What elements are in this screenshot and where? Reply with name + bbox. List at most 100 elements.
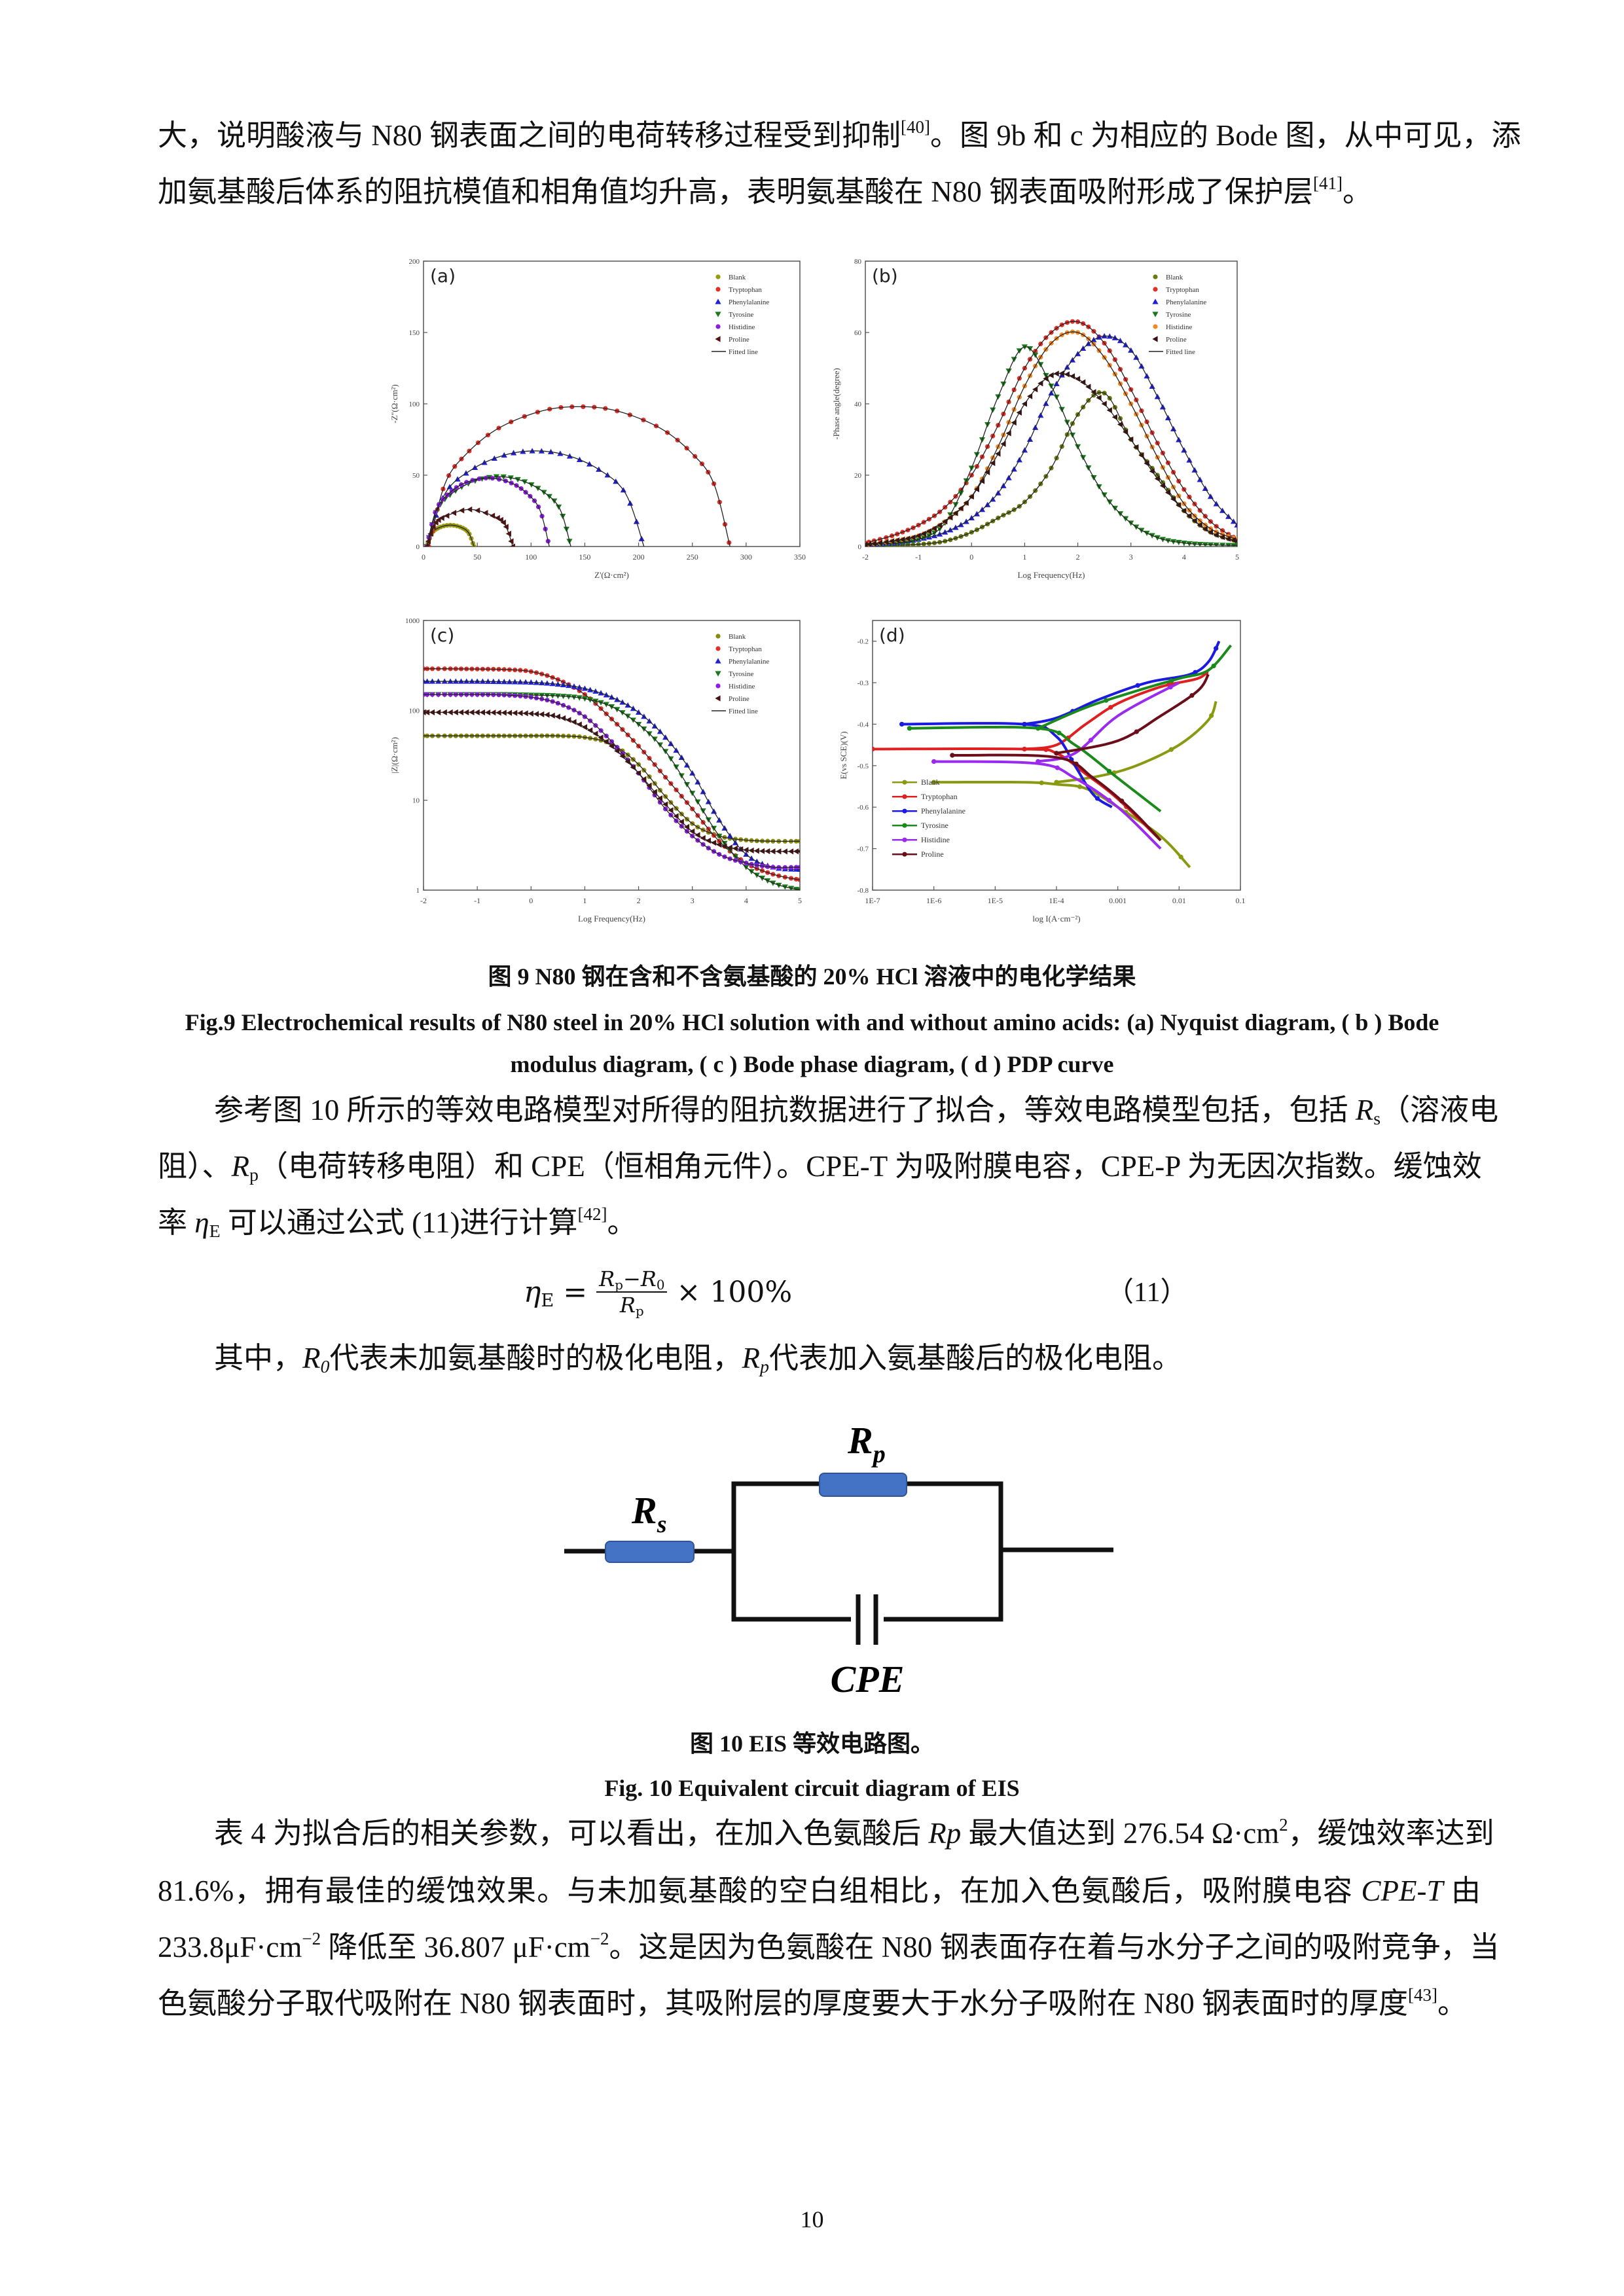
data-point-marker xyxy=(1214,646,1219,651)
fitted-line xyxy=(424,694,800,890)
legend-label: Histidine xyxy=(729,323,755,331)
x-tick-label: 0 xyxy=(969,552,973,562)
text: 代表加入氨基酸后的极化电阻。 xyxy=(768,1342,1182,1374)
rs-symbol: R xyxy=(631,1489,657,1532)
cpe-label: CPE xyxy=(831,1658,905,1700)
y-tick-label: -0.3 xyxy=(857,679,869,687)
fitted-line xyxy=(865,331,1237,545)
series-tyrosine xyxy=(865,344,1237,547)
paragraph-4-line-3: 233.8μF·cm−2 降低至 36.807 μF·cm−2。这是因为色氨酸在… xyxy=(158,1928,1499,1967)
x-tick-label: 0.01 xyxy=(1172,896,1186,905)
legend-label: Blank xyxy=(729,274,746,281)
superscript: −2 xyxy=(590,1929,609,1949)
legend-marker xyxy=(715,683,721,689)
data-point-marker xyxy=(1234,539,1237,543)
fitted-line xyxy=(424,735,800,842)
text: ，缓蚀效率达到 xyxy=(1288,1817,1494,1850)
x-tick-label: 2 xyxy=(637,896,641,905)
series-tyrosine xyxy=(907,644,1233,813)
legend-marker xyxy=(715,671,721,677)
text: 由 xyxy=(1443,1874,1481,1907)
y-tick-label: 1000 xyxy=(405,617,420,625)
x-tick-label: 4 xyxy=(1182,552,1186,562)
x-tick-label: 1 xyxy=(583,896,586,905)
y-tick-label: -0.5 xyxy=(857,762,869,770)
text: （电荷转移电阻）和 CPE（恒相角元件）。CPE-T 为吸附膜电容，CPE-P … xyxy=(258,1150,1482,1183)
y-tick-label: 10 xyxy=(412,797,420,805)
legend-label: Histidine xyxy=(1166,323,1192,331)
x-tick-label: 1E-7 xyxy=(865,896,880,905)
x-tick-label: 1E-5 xyxy=(988,896,1003,905)
citation: [41] xyxy=(1313,173,1343,194)
legend-marker xyxy=(902,852,907,857)
paragraph-3: 其中，R0代表未加氨基酸时的极化电阻，Rp代表加入氨基酸后的极化电阻。 xyxy=(214,1338,1481,1378)
paragraph-2-line-3: 率 ηE 可以通过公式 (11)进行计算[42]。 xyxy=(158,1203,1481,1242)
legend-marker xyxy=(715,287,721,292)
subscript: s xyxy=(1373,1108,1381,1129)
rp-label: Rp xyxy=(847,1419,886,1468)
data-point-marker xyxy=(873,746,875,752)
x-axis-label: Log Frequency(Hz) xyxy=(1018,570,1085,580)
legend-marker xyxy=(715,298,721,304)
fitted-line xyxy=(424,681,800,870)
series-phenylalanine xyxy=(424,678,800,872)
symbol: Rp xyxy=(928,1817,962,1850)
y-tick-label: -0.6 xyxy=(857,804,869,812)
figure-9-caption-en-1: Fig.9 Electrochemical results of N80 ste… xyxy=(185,1009,1439,1035)
legend-marker xyxy=(902,808,907,814)
y-tick-label: 50 xyxy=(412,472,420,480)
legend-label: Proline xyxy=(729,336,749,344)
y-tick-label: 20 xyxy=(854,472,862,480)
x-tick-label: -1 xyxy=(915,552,922,562)
text: 率 xyxy=(158,1206,195,1239)
y-axis-label: -Phase angle(degree) xyxy=(831,368,841,439)
legend-marker xyxy=(715,658,721,664)
fitted-line xyxy=(865,321,1237,544)
text: 。图 9b 和 c 为相应的 Bode 图，从中可见，添 xyxy=(929,119,1521,152)
y-tick-label: -0.4 xyxy=(857,721,869,728)
data-point-marker xyxy=(1039,780,1044,785)
x-tick-label: 350 xyxy=(794,552,806,562)
chart-panel-c: -2 -1 0 1 2 3 4 5 1 10 100 1000 Log Frequency(Hz) |Z|… xyxy=(389,617,802,924)
rs-label: Rs xyxy=(631,1489,666,1538)
legend-label: Fitted line xyxy=(729,348,758,356)
legend-label: Blank xyxy=(1166,274,1183,281)
text: 81.6%，拥有最佳的缓蚀效果。与未加氨基酸的空白组相比，在加入色氨酸后，吸附膜… xyxy=(158,1874,1362,1907)
legend-marker xyxy=(715,634,721,639)
y-tick-label: 0 xyxy=(416,543,420,551)
series-proline xyxy=(424,709,800,855)
x-axis-label: log I(A·cm⁻²) xyxy=(1032,914,1080,924)
polarization-curve xyxy=(1024,669,1210,751)
minus: − xyxy=(623,1266,641,1291)
data-point-marker xyxy=(1106,798,1112,803)
polarization-curve xyxy=(933,780,1191,869)
legend-label: Tryptophan xyxy=(921,792,958,801)
data-point-marker xyxy=(1022,721,1027,727)
denominator: Rp xyxy=(620,1293,644,1318)
subscript: 0 xyxy=(320,1356,330,1377)
legend-label: Tyrosine xyxy=(729,311,753,319)
subscript: p xyxy=(615,1277,623,1293)
panel-label: (d) xyxy=(879,624,905,646)
data-point-marker xyxy=(1178,854,1183,859)
series-histidine xyxy=(865,329,1237,547)
legend-label: Tryptophan xyxy=(729,286,762,294)
y-tick-label: -0.8 xyxy=(857,887,869,895)
x-tick-label: 0 xyxy=(529,896,533,905)
legend: Blank Tryptophan Phenylalanine Tyrosine Hist… xyxy=(892,778,965,859)
series-tryptophan xyxy=(426,404,732,547)
text: 降低至 36.807 μF·cm xyxy=(321,1931,590,1964)
text: 。 xyxy=(1343,175,1373,208)
legend-marker xyxy=(902,823,907,828)
polarization-curve xyxy=(933,760,1162,850)
paragraph-4-line-2: 81.6%，拥有最佳的缓蚀效果。与未加氨基酸的空白组相比，在加入色氨酸后，吸附膜… xyxy=(158,1871,1481,1910)
legend-label: Phenylalanine xyxy=(921,806,965,816)
legend-label: Phenylalanine xyxy=(729,298,769,306)
data-point-marker xyxy=(1234,522,1237,528)
legend-label: Phenylalanine xyxy=(729,658,769,666)
data-point-marker xyxy=(471,544,477,547)
data-point-marker xyxy=(1168,747,1174,752)
legend-label: Histidine xyxy=(729,683,755,691)
y-axis-label: |Z|(Ω·cm²) xyxy=(389,737,399,774)
series-proline xyxy=(865,370,1237,547)
